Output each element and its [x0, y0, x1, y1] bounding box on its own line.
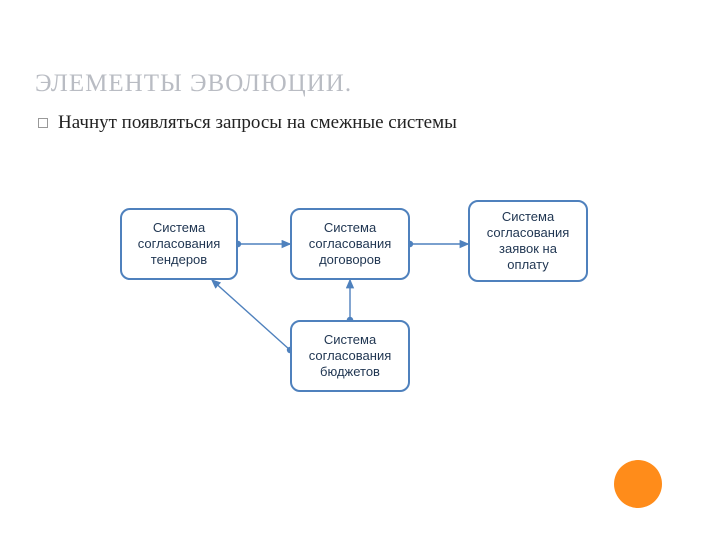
node-budgets: Система согласования бюджетов [290, 320, 410, 392]
bullet-row: Начнут появляться запросы на смежные сис… [38, 112, 457, 134]
edge-budgets-to-tenders [212, 280, 290, 350]
accent-dot [614, 460, 662, 508]
node-contracts: Система согласования договоров [290, 208, 410, 280]
node-tenders: Система согласования тендеров [120, 208, 238, 280]
bullet-marker [38, 118, 48, 128]
node-payments: Система согласования заявок на оплату [468, 200, 588, 282]
slide-title: ЭЛЕМЕНТЫ ЭВОЛЮЦИИ. [35, 70, 352, 98]
bullet-text: Начнут появляться запросы на смежные сис… [58, 112, 457, 134]
